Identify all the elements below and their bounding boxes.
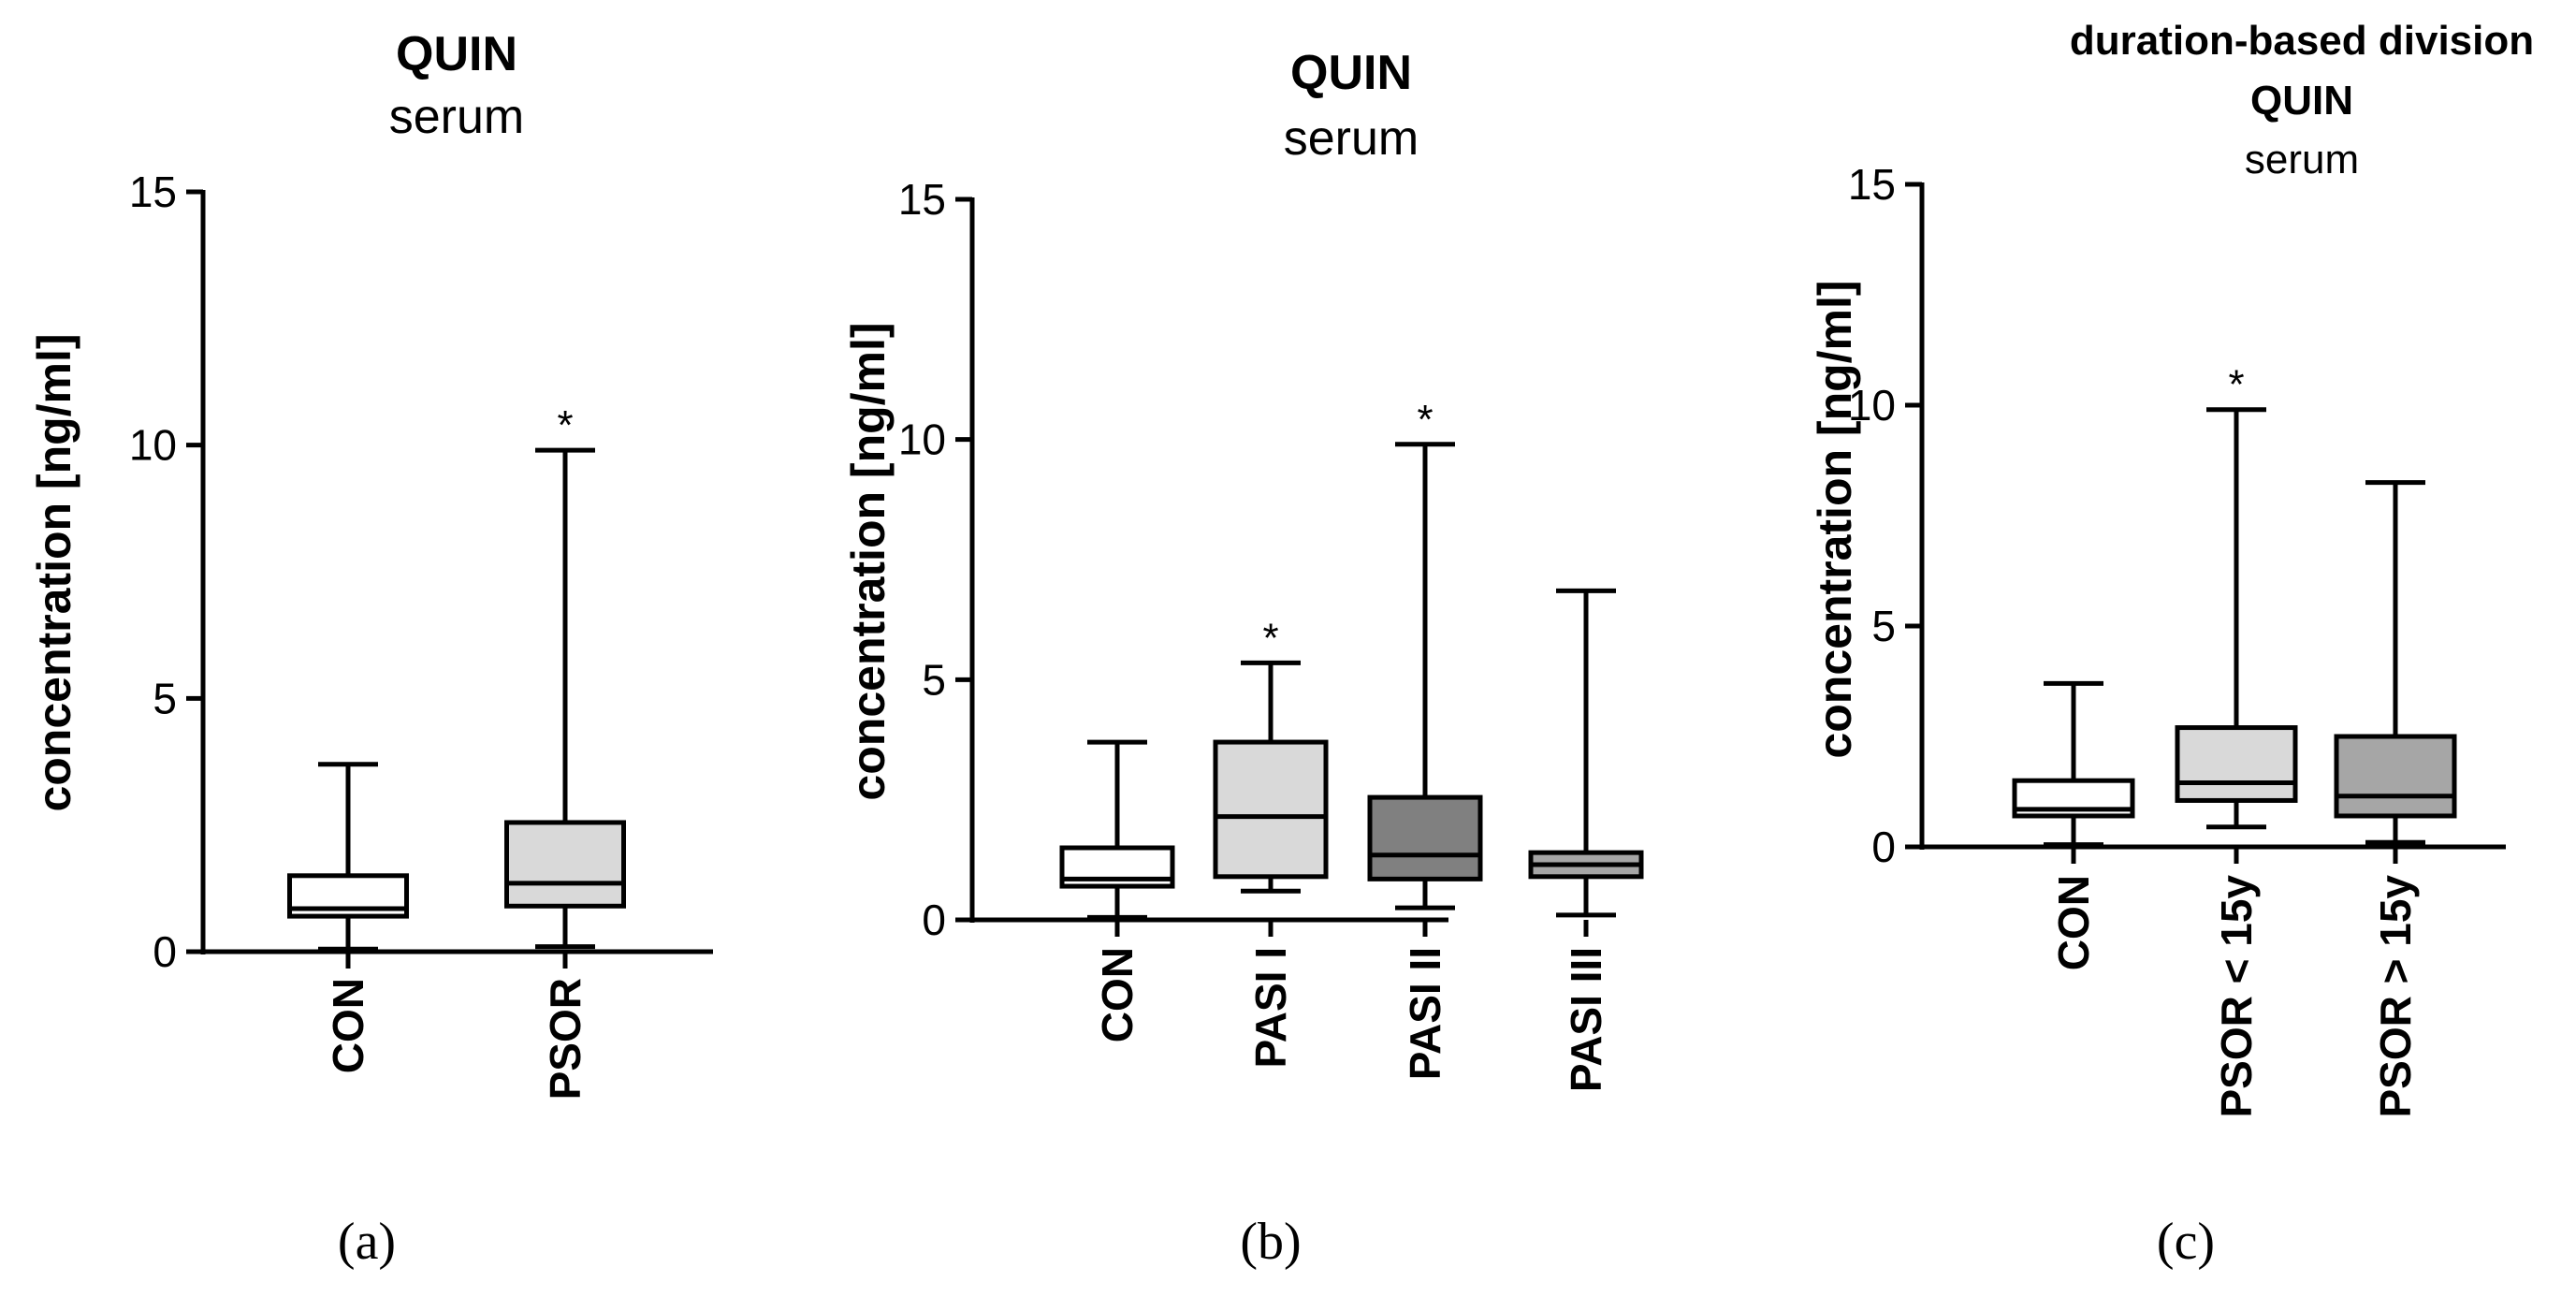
y-tick-label: 15 <box>129 168 177 216</box>
x-tick-label: PASI I <box>1246 947 1295 1069</box>
chart-subtitle: serum <box>2245 137 2359 182</box>
panel-label-c: (c) <box>2156 1213 2216 1271</box>
box-3: PSOR > 15y <box>2334 480 2457 1118</box>
y-axis-label: concentration [ng/ml] <box>28 333 80 811</box>
box-iqr <box>1213 739 1329 880</box>
x-tick-label: PSOR <box>541 978 589 1100</box>
y-tick-label: 0 <box>153 927 177 976</box>
y-tick-label: 5 <box>153 674 177 722</box>
box-iqr <box>2175 725 2298 803</box>
y-tick-label: 10 <box>898 415 946 464</box>
chart-title-line-2: QUIN <box>2250 78 2353 124</box>
panel-label-a: (a) <box>337 1213 397 1271</box>
box-2: * PSOR <box>504 402 626 1100</box>
x-tick-label: CON <box>1093 947 1142 1042</box>
y-axis-label: concentration [ng/ml] <box>1809 280 1861 758</box>
panel-label-b: (b) <box>1240 1213 1302 1271</box>
box-1: CON <box>1059 739 1175 1042</box>
y-tick-label: 5 <box>1871 602 1896 650</box>
box-iqr <box>504 820 626 909</box>
y-tick-label: 5 <box>922 655 946 704</box>
box-2: * PSOR < 15y <box>2175 362 2298 1118</box>
y-tick-label: 15 <box>898 175 946 224</box>
box-2: * PASI I <box>1213 615 1329 1069</box>
x-tick-label: CON <box>2049 875 2098 970</box>
chart-panel-1: QUIN serum concentration [ng/ml] 0 5 10 15 CON *… <box>28 27 713 1100</box>
x-tick-label: PSOR > 15y <box>2371 875 2420 1118</box>
x-tick-label: PASI II <box>1401 947 1449 1080</box>
chart-panel-3: duration-based division QUIN serum concentr… <box>1809 18 2534 1118</box>
y-tick-label: 0 <box>922 896 946 944</box>
chart-title: duration-based division <box>2070 18 2534 64</box>
x-tick-label: PASI III <box>1562 947 1610 1092</box>
box-3: * PASI II <box>1367 397 1483 1080</box>
box-1: CON <box>287 762 409 1073</box>
chart-panel-2: QUIN serum concentration [ng/ml] 0 5 10 15 CON *… <box>842 46 1644 1092</box>
x-tick-label: CON <box>324 978 372 1073</box>
chart-subtitle: serum <box>389 90 524 144</box>
significance-mark: * <box>1417 397 1433 443</box>
significance-mark: * <box>557 402 573 448</box>
box-iqr <box>2334 734 2457 819</box>
y-tick-label: 0 <box>1871 823 1896 871</box>
y-tick-label: 15 <box>1848 160 1896 209</box>
y-tick-label: 10 <box>1848 381 1896 430</box>
chart-title: QUIN <box>396 27 517 81</box>
y-tick-label: 10 <box>129 421 177 470</box>
box-1: CON <box>2012 680 2135 970</box>
chart-title: QUIN <box>1290 46 1412 100</box>
significance-mark: * <box>2228 362 2244 408</box>
significance-mark: * <box>1262 615 1278 661</box>
box-4: PASI III <box>1528 588 1644 1092</box>
chart-subtitle: serum <box>1284 111 1419 166</box>
y-axis-label: concentration [ng/ml] <box>842 322 895 800</box>
box-iqr <box>1367 794 1483 881</box>
x-tick-label: PSOR < 15y <box>2212 875 2261 1118</box>
